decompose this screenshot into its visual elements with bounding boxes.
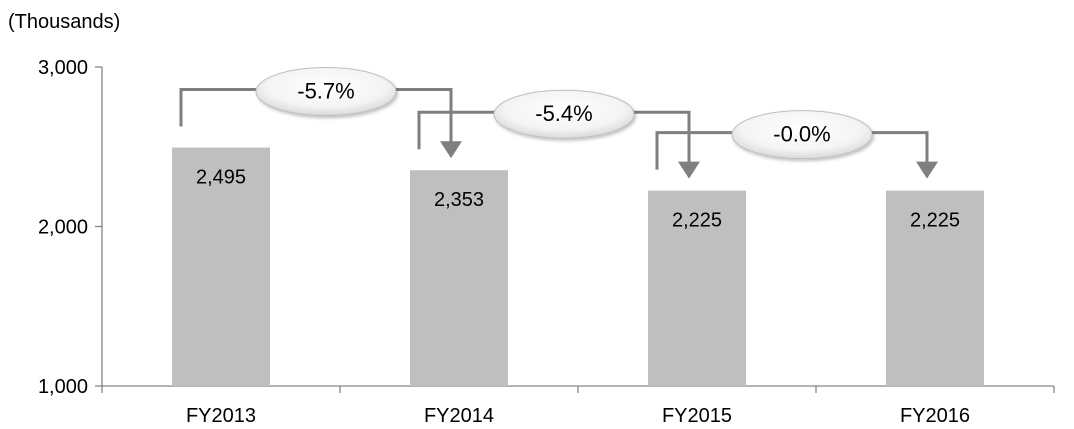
data-label: 2,225	[910, 210, 960, 232]
x-tick-label: FY2015	[662, 405, 732, 427]
arrow-head	[678, 161, 700, 179]
y-tick-label: 1,000	[38, 376, 88, 398]
data-label: 2,353	[434, 189, 484, 211]
data-label: 2,225	[672, 210, 722, 232]
change-label: -0.0%	[773, 122, 830, 147]
bar	[410, 170, 508, 386]
bars: 2,495 2,353 2,225 2,225	[172, 147, 984, 386]
change-label: -5.4%	[535, 101, 592, 126]
y-axis: 1,000 2,000 3,000	[38, 57, 103, 398]
unit-label: (Thousands)	[8, 11, 120, 33]
x-tick-label: FY2013	[186, 405, 256, 427]
bar	[886, 190, 984, 386]
change-pill	[731, 110, 873, 160]
x-tick-label: FY2016	[900, 405, 970, 427]
change-pill	[255, 67, 397, 117]
y-tick-label: 3,000	[38, 57, 88, 79]
change-pill	[493, 89, 635, 139]
arrow-head	[440, 141, 462, 159]
change-annotation: -0.0%	[655, 110, 938, 179]
bar	[172, 147, 270, 386]
data-label: 2,495	[196, 167, 246, 189]
bar	[648, 190, 746, 386]
y-tick-label: 2,000	[38, 217, 88, 239]
change-annotations: -5.7% -5.4% -0.0%	[179, 67, 938, 179]
x-axis: FY2013 FY2014 FY2015 FY2016	[101, 385, 1055, 427]
arrow-head	[916, 161, 938, 179]
change-annotation: -5.4%	[417, 89, 700, 179]
x-tick-label: FY2014	[424, 405, 494, 427]
change-annotation: -5.7%	[179, 67, 462, 159]
change-label: -5.7%	[297, 79, 354, 104]
